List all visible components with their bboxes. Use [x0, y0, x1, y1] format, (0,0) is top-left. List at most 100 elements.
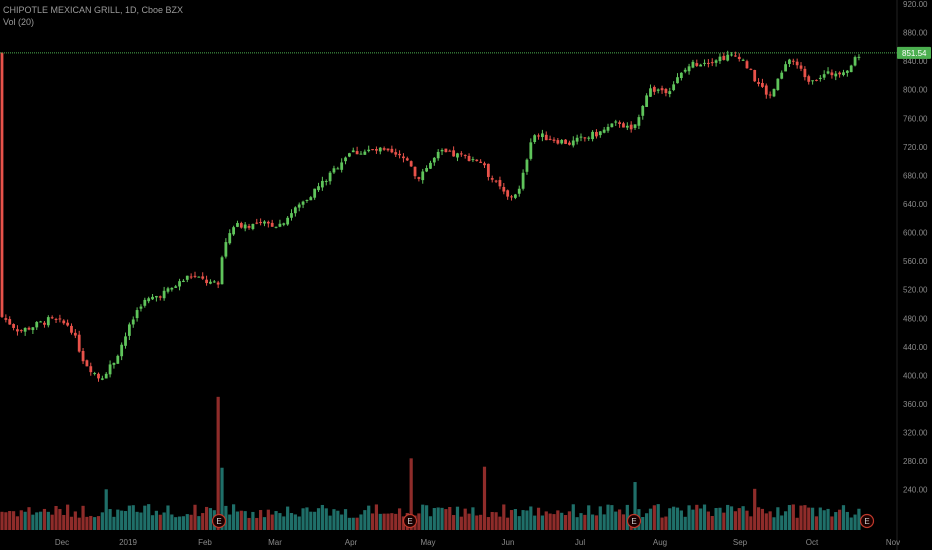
candle-body — [232, 227, 235, 235]
candle-body — [568, 142, 571, 145]
volume-bar — [575, 517, 579, 530]
volume-bar — [4, 512, 8, 530]
candle-body — [768, 94, 772, 96]
candle-body — [0, 52, 4, 317]
candle-body — [402, 156, 405, 159]
volume-bar — [340, 514, 344, 530]
volume-bar — [455, 506, 460, 530]
earnings-marker[interactable]: E — [859, 513, 875, 529]
candle-body — [502, 186, 506, 192]
candle-body — [328, 172, 332, 182]
y-tick-label: 560.00 — [903, 257, 928, 266]
earnings-marker[interactable]: E — [211, 513, 227, 529]
volume-bar — [845, 511, 849, 530]
volume-bar — [791, 504, 795, 530]
candle-body — [317, 186, 320, 191]
volume-bar — [328, 515, 332, 530]
volume-bar — [262, 517, 267, 530]
volume-bar — [567, 511, 572, 530]
volume-bar — [112, 516, 116, 530]
candle-body — [595, 131, 598, 137]
volume-bar — [826, 508, 830, 530]
candle-body — [575, 137, 579, 142]
volume-bar — [475, 515, 479, 530]
volume-bar — [799, 505, 803, 530]
candle-body — [97, 373, 100, 379]
candle-body — [625, 125, 629, 128]
volume-bar — [672, 506, 676, 530]
candle-body — [417, 177, 421, 179]
volume-bar — [448, 506, 452, 530]
volume-bar — [807, 507, 811, 530]
candle-body — [50, 317, 54, 319]
candle-body — [201, 276, 205, 279]
volume-bar — [374, 504, 379, 530]
volume-bar — [316, 508, 321, 530]
candle-body — [645, 95, 649, 107]
volume-bar — [143, 505, 147, 530]
volume-bar — [652, 505, 656, 530]
volume-bar — [89, 515, 93, 530]
x-tick-label: Mar — [268, 538, 282, 547]
candle-body — [521, 172, 525, 189]
volume-bar — [320, 504, 324, 530]
volume-bar — [494, 512, 498, 530]
price-axis[interactable]: 920.00 880.00 840.00 800.00 760.00 720.00 680.… — [896, 0, 928, 550]
volume-bar — [540, 515, 544, 530]
candle-body — [761, 82, 764, 87]
volume-bar — [166, 505, 170, 530]
volume-bar — [66, 504, 70, 530]
candle-body — [780, 72, 784, 79]
candle-body — [803, 68, 807, 78]
candle-body — [359, 153, 363, 155]
volume-bar — [737, 508, 741, 530]
volume-bar — [471, 507, 475, 530]
volume-indicator-label[interactable]: Vol (20) — [3, 17, 35, 27]
volume-bar — [749, 516, 753, 530]
candle-body — [290, 213, 293, 218]
volume-bar — [359, 514, 363, 530]
candle-body — [425, 168, 428, 172]
volume-bar — [174, 517, 178, 530]
volume-bar — [397, 508, 402, 530]
candle-body — [448, 150, 452, 152]
candle-body — [197, 276, 201, 278]
candle-body — [637, 117, 641, 126]
time-axis[interactable]: Dec 2019 Feb Mar Apr May Jun Jul Aug Sep Oct Nov — [55, 538, 900, 547]
candle-body — [440, 150, 444, 152]
candle-body — [753, 70, 757, 82]
earnings-marker[interactable]: E — [626, 513, 642, 529]
candle-body — [398, 153, 401, 156]
candle-body — [297, 204, 301, 208]
candle-body — [525, 159, 529, 172]
candle-body — [193, 275, 197, 277]
volume-bar — [158, 514, 162, 530]
volume-bar — [590, 514, 595, 530]
volume-bar — [849, 517, 853, 530]
earnings-marker-label: E — [407, 517, 412, 526]
volume-bar — [664, 516, 668, 530]
candle-body — [135, 310, 139, 319]
volume-bar — [204, 506, 209, 530]
candle-body — [745, 61, 749, 69]
candle-body — [618, 122, 621, 125]
volume-bar — [521, 510, 525, 530]
x-tick-label: Apr — [345, 538, 358, 547]
volume-bar — [741, 506, 745, 530]
candle-body — [66, 322, 70, 326]
candle-body — [510, 196, 513, 198]
volume-bar — [390, 513, 394, 530]
volume-bar — [614, 511, 618, 530]
volume-bar — [764, 513, 768, 530]
volume-bar — [8, 511, 12, 530]
candle-body — [467, 155, 471, 161]
earnings-marker[interactable]: E — [402, 513, 418, 529]
volume-bar — [490, 511, 494, 530]
volume-bar — [108, 509, 112, 530]
volume-bar — [795, 517, 799, 530]
volume-bar — [309, 511, 313, 530]
candle-body — [564, 139, 567, 144]
volume-bar — [544, 511, 548, 530]
candle-body — [533, 135, 537, 142]
